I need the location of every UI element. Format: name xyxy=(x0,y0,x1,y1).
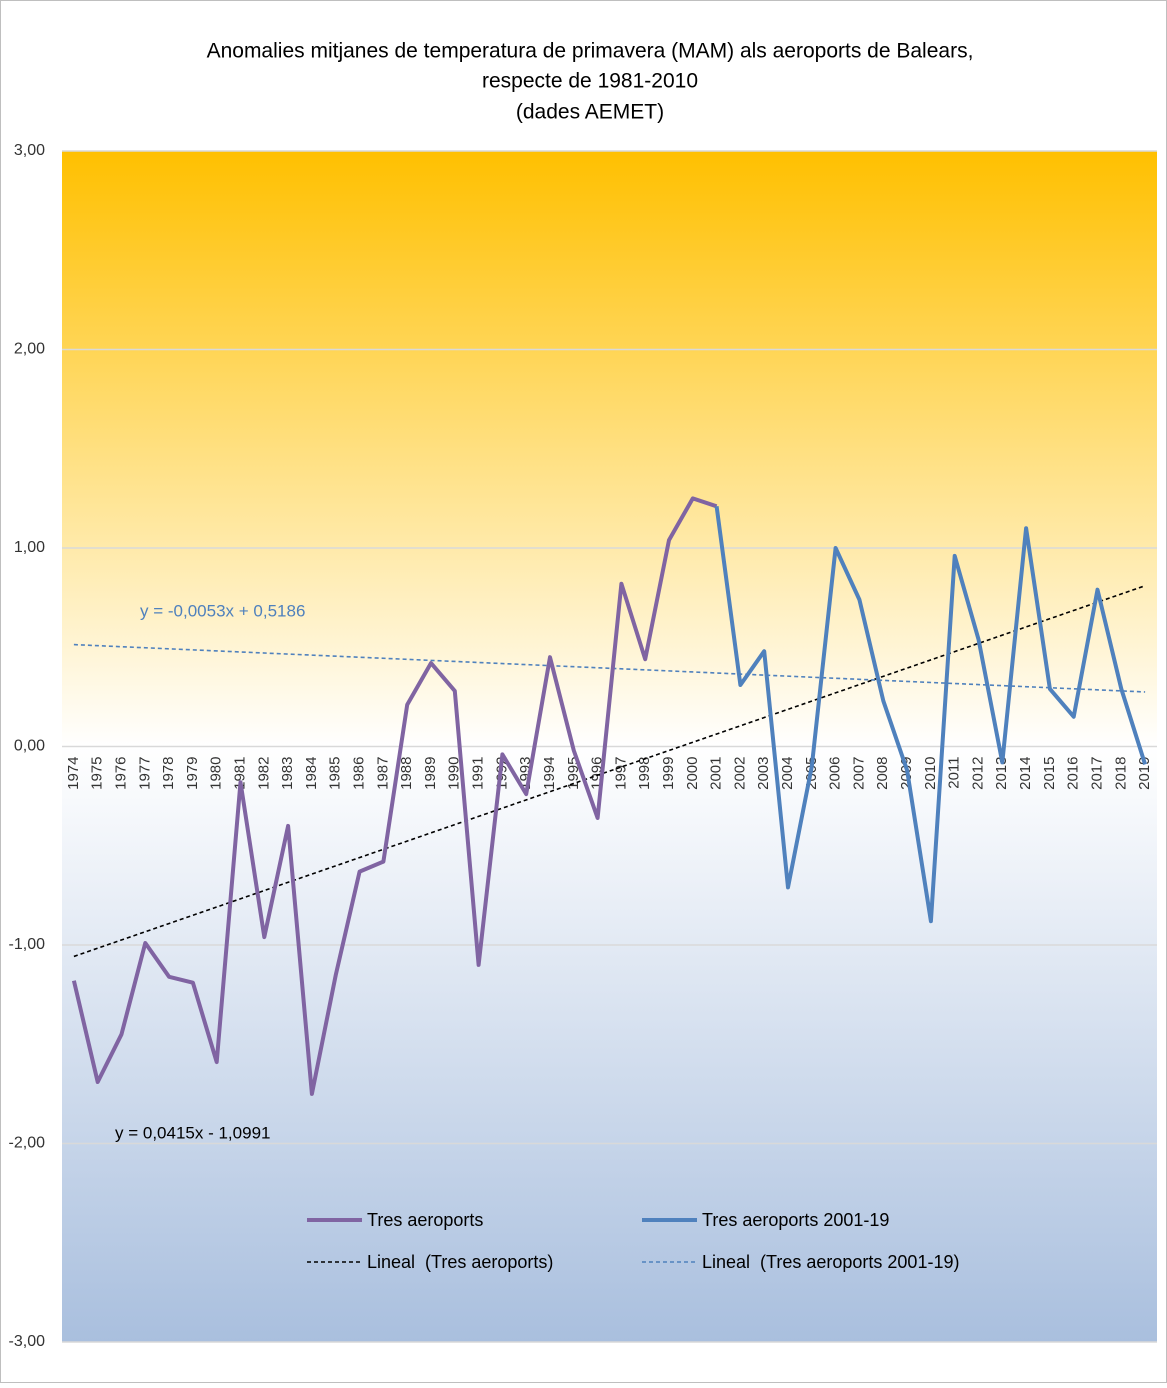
x-tick-label: 2004 xyxy=(779,757,796,790)
x-tick-label: 1983 xyxy=(279,757,296,790)
legend-label: Tres aeroports xyxy=(367,1210,483,1230)
x-tick-label: 1974 xyxy=(65,757,82,790)
y-tick-label: 2,00 xyxy=(14,341,45,358)
x-tick-label: 1988 xyxy=(398,757,415,790)
x-tick-label: 2013 xyxy=(993,757,1010,790)
x-tick-label: 1999 xyxy=(660,757,677,790)
legend-label: Tres aeroports 2001-19 xyxy=(702,1210,889,1230)
x-tick-label: 1997 xyxy=(612,757,629,790)
legend-label: Lineal (Tres aeroports) xyxy=(367,1252,553,1272)
x-tick-label: 2007 xyxy=(850,757,867,790)
x-tick-label: 2003 xyxy=(755,757,772,790)
x-tick-label: 1975 xyxy=(89,757,106,790)
y-tick-label: 3,00 xyxy=(14,142,45,159)
trend-equation: y = -0,0053x + 0,5186 xyxy=(140,601,305,620)
x-tick-label: 2018 xyxy=(1112,757,1129,790)
y-tick-label: 1,00 xyxy=(14,539,45,556)
y-tick-label: 0,00 xyxy=(14,738,45,755)
x-tick-label: 1984 xyxy=(303,757,320,790)
legend-label: Lineal (Tres aeroports 2001-19) xyxy=(702,1252,959,1272)
x-tick-label: 1986 xyxy=(351,757,368,790)
x-tick-label: 1987 xyxy=(374,757,391,790)
x-tick-label: 2002 xyxy=(731,757,748,790)
x-tick-label: 1998 xyxy=(636,757,653,790)
x-tick-label: 1990 xyxy=(446,757,463,790)
y-tick-label: -1,00 xyxy=(9,936,46,953)
x-tick-label: 1980 xyxy=(208,757,225,790)
x-tick-label: 1989 xyxy=(422,757,439,790)
x-tick-label: 2006 xyxy=(827,757,844,790)
x-tick-label: 2011 xyxy=(946,757,963,789)
x-tick-label: 2012 xyxy=(969,757,986,790)
x-tick-label: 2014 xyxy=(1017,757,1034,790)
x-tick-label: 2000 xyxy=(684,757,701,790)
x-tick-label: 2001 xyxy=(708,757,725,790)
x-tick-label: 1979 xyxy=(184,757,201,790)
trend-equation: y = 0,0415x - 1,0991 xyxy=(115,1123,270,1142)
trendline xyxy=(73,643,1146,693)
x-tick-label: 1982 xyxy=(255,757,272,790)
x-tick-label: 2016 xyxy=(1065,757,1082,790)
series-line xyxy=(71,496,718,1096)
x-tick-label: 2015 xyxy=(1041,757,1058,790)
x-tick-label: 1985 xyxy=(327,757,344,790)
x-tick-label: 2019 xyxy=(1136,757,1153,790)
x-tick-label: 1981 xyxy=(232,757,249,790)
x-tick-label: 2010 xyxy=(922,757,939,790)
series-line xyxy=(714,506,1148,924)
chart-title: (dades AEMET) xyxy=(516,101,664,124)
x-tick-label: 2008 xyxy=(874,757,891,790)
x-tick-label: 1977 xyxy=(136,757,153,790)
x-tick-label: 1976 xyxy=(112,757,129,790)
x-tick-label: 2017 xyxy=(1088,757,1105,790)
x-tick-label: 1994 xyxy=(541,757,558,790)
y-tick-label: -2,00 xyxy=(9,1135,46,1152)
chart-title: respecte de 1981-2010 xyxy=(482,70,698,93)
chart-title: Anomalies mitjanes de temperatura de pri… xyxy=(207,40,974,63)
x-tick-label: 1991 xyxy=(470,757,487,790)
x-tick-label: 1978 xyxy=(160,757,177,790)
y-tick-label: -3,00 xyxy=(9,1333,46,1350)
